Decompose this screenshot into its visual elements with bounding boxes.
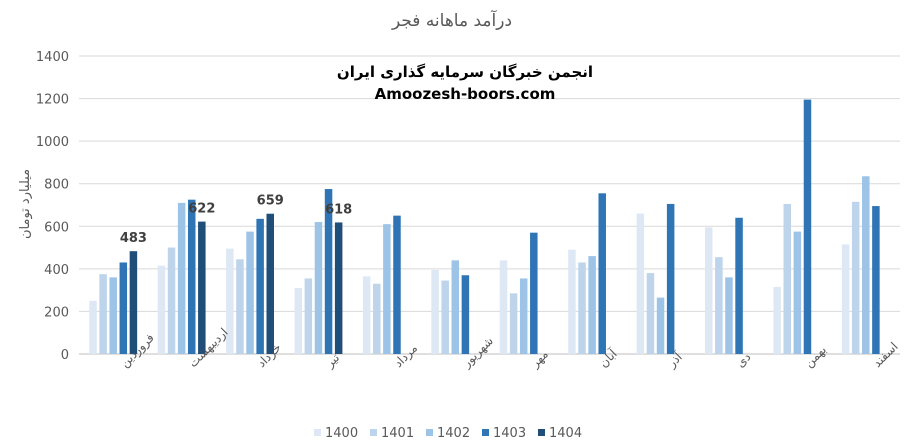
legend-label: 1403 (493, 426, 526, 441)
y-tick-label: 600 (44, 220, 69, 235)
bar (99, 274, 107, 354)
bar (588, 256, 596, 354)
bar (773, 286, 781, 354)
bar (393, 215, 401, 354)
y-tick-labels: 0 200 400 600 800 1000 1200 1400 (36, 50, 69, 363)
y-tick-label: 1000 (36, 135, 69, 150)
bar (236, 259, 244, 354)
bar (177, 202, 186, 354)
y-tick-label: 1400 (36, 50, 69, 65)
bar (314, 222, 323, 354)
bar (530, 232, 538, 354)
bar (715, 257, 723, 354)
watermark-line-2: Amoozesh-boors.com (375, 85, 556, 103)
y-tick-label: 1200 (36, 93, 69, 108)
bar (862, 176, 870, 354)
bar (119, 262, 128, 354)
legend-swatch (538, 429, 545, 436)
y-tick-label: 200 (44, 305, 69, 320)
bar (803, 99, 812, 354)
bars (89, 99, 880, 354)
y-axis-label: میلیارد تومان (18, 169, 33, 239)
legend-swatch (314, 429, 321, 436)
bar (362, 276, 371, 354)
legend-label: 1400 (325, 426, 358, 441)
y-tick-label: 800 (44, 178, 69, 193)
legend-label: 1402 (437, 426, 470, 441)
bar (499, 260, 508, 354)
bar (705, 227, 713, 354)
bar (872, 206, 880, 354)
bar (725, 277, 733, 354)
bar (509, 293, 518, 354)
bar (129, 251, 138, 354)
bar (578, 262, 586, 354)
bar (157, 265, 166, 354)
bar (735, 217, 743, 354)
bar (198, 221, 206, 354)
bar (383, 224, 391, 354)
legend: 1400 1401 1402 1403 1404 (314, 426, 582, 441)
gridlines (79, 55, 900, 355)
bar (568, 249, 576, 354)
bar (167, 247, 176, 354)
legend-swatch (426, 429, 433, 436)
category-label: آذر (663, 349, 686, 372)
bar (656, 297, 665, 354)
bar (519, 278, 528, 354)
bar (461, 275, 470, 354)
bar (109, 277, 117, 354)
bar (373, 283, 381, 354)
bar (334, 222, 343, 354)
data-labels: 483 622 659 618 (120, 194, 352, 246)
bar (266, 213, 274, 354)
bar (598, 193, 606, 354)
data-label: 483 (120, 231, 147, 246)
bar (256, 218, 264, 354)
bar (793, 231, 802, 354)
data-label: 618 (325, 202, 352, 217)
bar (451, 260, 460, 354)
bar (304, 278, 313, 354)
bar (851, 201, 860, 354)
chart-title: درآمد ماهانه فجر (391, 9, 512, 31)
y-tick-label: 0 (61, 348, 69, 363)
legend-swatch (370, 429, 377, 436)
category-labels: فروردین اردیبهشت خرداد تیر مرداد شهریور مهر آبا… (117, 325, 900, 371)
legend-swatch (482, 429, 489, 436)
bar (783, 203, 792, 354)
bar (294, 288, 303, 354)
legend-label: 1401 (381, 426, 414, 441)
y-tick-label: 400 (44, 263, 69, 278)
bar (646, 273, 655, 354)
legend-label: 1404 (549, 426, 582, 441)
bar (226, 248, 234, 354)
bar (441, 280, 449, 354)
bar (89, 300, 97, 354)
bar (666, 203, 675, 354)
data-label: 659 (257, 194, 284, 209)
bar (246, 231, 254, 354)
bar (187, 199, 196, 354)
bar (324, 189, 333, 354)
bar (636, 213, 645, 354)
data-label: 622 (188, 202, 215, 217)
bar (431, 269, 439, 354)
bar (841, 244, 850, 354)
watermark-line-1: انجمن خبرگان سرمایه گذاری ایران (337, 63, 593, 81)
